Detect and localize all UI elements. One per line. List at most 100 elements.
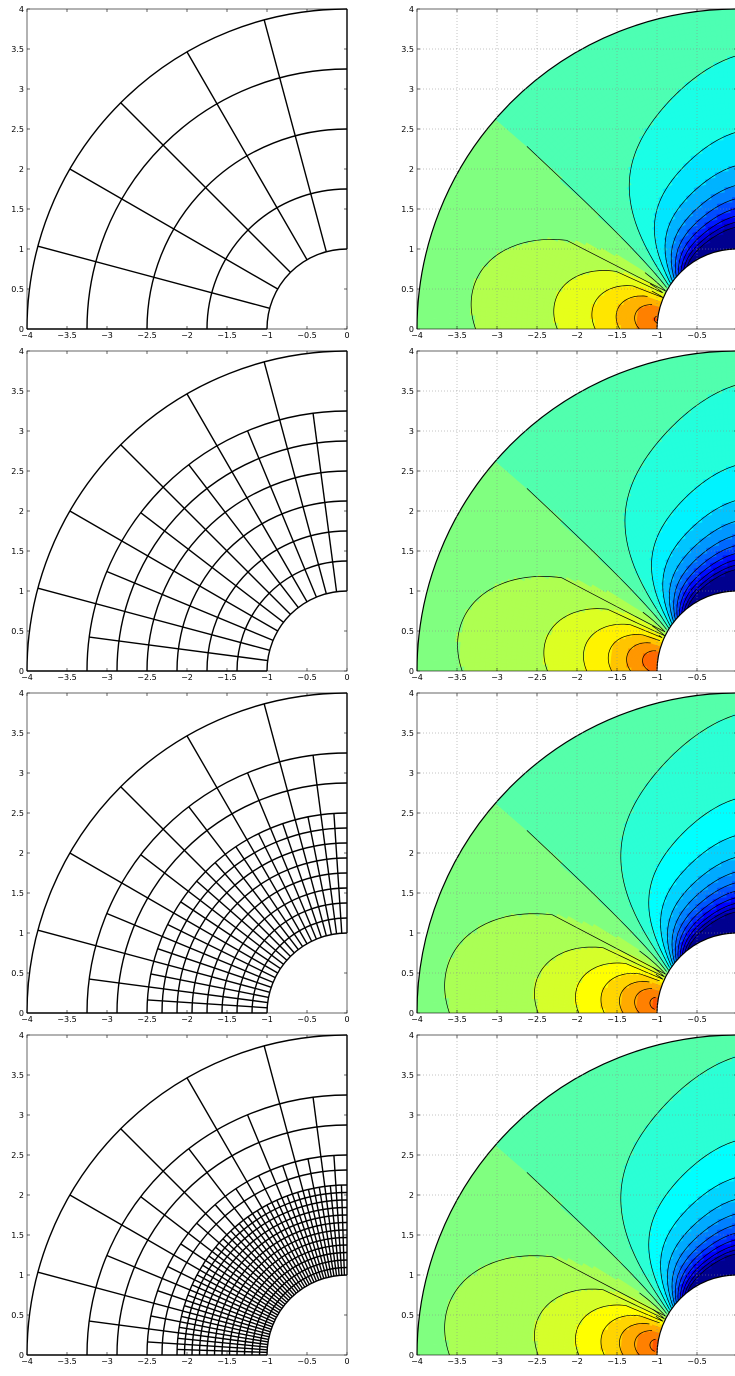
contour-cell: [727, 144, 732, 151]
contour-cell: [709, 19, 717, 27]
mesh-ray: [186, 51, 308, 261]
contour-cell: [721, 108, 727, 115]
contour-cell: [568, 322, 574, 327]
contour-cell: [484, 315, 491, 321]
y-tick-label: 0.5: [11, 627, 24, 636]
contour-cell: [704, 67, 711, 74]
y-tick-label: 2: [19, 507, 24, 516]
contour-cell: [495, 311, 502, 317]
contour-cell: [700, 36, 708, 43]
contour-cell: [505, 312, 512, 318]
contour-cell: [722, 123, 727, 130]
contour-cell: [495, 316, 502, 322]
contour-cell: [500, 312, 507, 318]
x-tick-label: −2.5: [137, 673, 156, 682]
contour-cell: [725, 19, 732, 26]
contour-cell: [701, 41, 708, 48]
contour-cell: [521, 321, 527, 326]
x-tick-label: −0.5: [297, 673, 316, 682]
contour-cell: [423, 295, 430, 303]
contour-cell: [725, 123, 731, 130]
contour-cell: [521, 324, 527, 329]
contour-cell: [724, 92, 730, 99]
contour-cell: [700, 31, 707, 38]
contour-cell: [573, 325, 580, 329]
contour-cell: [489, 324, 496, 329]
contour-cell: [704, 20, 711, 27]
contour-cell: [437, 307, 445, 314]
contour-cell: [710, 25, 717, 32]
contour-cell: [702, 46, 709, 54]
contour-cell: [427, 301, 435, 309]
contour-cell: [722, 66, 729, 73]
contour-cell: [432, 323, 439, 329]
contour-cell: [557, 322, 564, 327]
y-tick-label: 0: [19, 325, 24, 334]
contour-cell: [458, 314, 465, 320]
contour-cell: [526, 321, 533, 326]
contour-cell: [705, 35, 713, 43]
contour-panel-2: −4−3.5−3−2.5−2−1.5−1−0.5000.511.522.533.…: [401, 347, 735, 682]
contour-cell: [721, 29, 728, 36]
contour-cell: [521, 313, 528, 319]
contour-cell: [464, 300, 471, 306]
contour-cell: [709, 67, 715, 74]
contour-cell: [729, 133, 734, 140]
y-tick-label: 1: [19, 245, 24, 254]
contour-cell: [702, 51, 709, 59]
contour-cell: [536, 321, 543, 326]
contour-cell: [479, 319, 486, 325]
x-tick-label: −2: [181, 673, 193, 682]
x-tick-label: −3.5: [57, 331, 76, 340]
contour-cell: [718, 71, 725, 78]
x-tick-label: −2: [571, 331, 583, 340]
contour-cell: [730, 149, 735, 156]
contour-cell: [722, 50, 728, 57]
contour-cell: [444, 292, 451, 300]
contour-cell: [526, 325, 533, 329]
contour-cell: [453, 313, 460, 320]
contour-cell: [714, 77, 721, 84]
contour-cell: [711, 93, 718, 100]
contour-cell: [721, 113, 727, 120]
contour-cell: [442, 323, 449, 329]
contour-cell: [427, 307, 434, 314]
x-tick-label: −3: [101, 673, 113, 682]
contour-cell: [720, 19, 727, 26]
contour-cell: [536, 325, 543, 329]
contour-cell: [715, 87, 721, 94]
contour-cell: [463, 319, 470, 325]
contour-cell: [726, 24, 733, 31]
contour-cell: [729, 123, 734, 130]
contour-cell: [720, 24, 727, 31]
contour-cell: [437, 318, 444, 325]
contour-cell: [728, 107, 734, 114]
contour-cell: [724, 102, 730, 109]
y-tick-label: 3: [19, 427, 24, 436]
contour-cell: [698, 15, 705, 23]
contour-cell: [515, 317, 522, 322]
contour-cell: [716, 97, 722, 105]
contour-cell: [720, 102, 726, 109]
mesh-panel-2: −4 −3.5 −3 −2.5 −2 −1.5 −1 −0.5 000.511.522.533.…: [11, 347, 349, 682]
contour-cell: [453, 308, 460, 315]
contour-cell: [531, 317, 538, 323]
contour-cell: [453, 323, 460, 329]
x-tick-label: −3: [491, 331, 503, 340]
contour-cell: [583, 326, 590, 329]
contour-cell: [714, 14, 722, 21]
contour-cell: [567, 325, 574, 329]
contour-cell: [726, 29, 733, 36]
contour-cell: [698, 20, 706, 28]
contour-cell: [728, 86, 734, 93]
contour-cell: [541, 321, 548, 326]
x-tick-label: −1.5: [217, 331, 236, 340]
contour-cell: [726, 50, 733, 57]
contour-cell: [716, 103, 722, 110]
contour-cell: [723, 76, 729, 83]
contour-cell: [432, 307, 439, 314]
contour-cell: [719, 82, 725, 89]
y-tick-label: 0.5: [401, 285, 414, 294]
contour-cell: [500, 324, 507, 329]
